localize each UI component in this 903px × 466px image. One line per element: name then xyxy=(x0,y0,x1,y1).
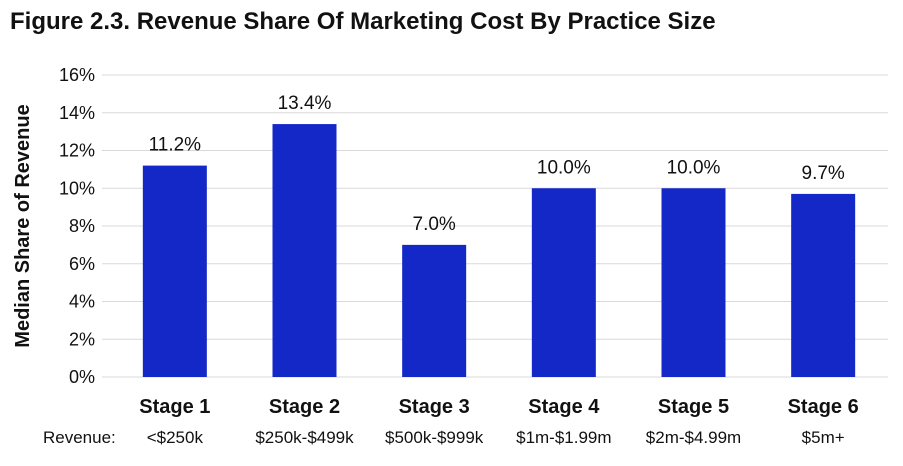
gridlines xyxy=(102,74,888,378)
data-label: 10.0% xyxy=(537,157,591,178)
bar xyxy=(272,124,337,377)
y-tick-label: 6% xyxy=(69,254,95,274)
chart-title: Figure 2.3. Revenue Share Of Marketing C… xyxy=(10,8,716,35)
y-tick-label: 14% xyxy=(59,103,95,123)
y-tick-label: 8% xyxy=(69,216,95,236)
y-axis-ticks: 0% 2% 4% 6% 8% 10% 12% 14% 16% xyxy=(59,65,95,387)
y-tick-label: 4% xyxy=(69,292,95,312)
category-label: Stage 1 xyxy=(139,396,210,418)
revenue-range-label: $5m+ xyxy=(802,428,845,447)
category-label: Stage 2 xyxy=(269,396,340,418)
bar xyxy=(142,165,207,377)
revenue-range-label: $1m-$1.99m xyxy=(516,428,611,447)
revenue-labels: <$250k $250k-$499k $500k-$999k $1m-$1.99m $2… xyxy=(147,428,845,447)
y-axis-label: Median Share of Revenue xyxy=(12,104,34,347)
category-label: Stage 6 xyxy=(788,396,859,418)
y-tick-label: 10% xyxy=(59,178,95,198)
data-label: 13.4% xyxy=(278,93,332,114)
y-tick-label: 16% xyxy=(59,65,95,85)
y-tick-label: 2% xyxy=(69,329,95,349)
data-label: 10.0% xyxy=(667,157,721,178)
revenue-range-label: $2m-$4.99m xyxy=(646,428,741,447)
category-label: Stage 4 xyxy=(528,396,600,418)
data-label: 7.0% xyxy=(413,214,456,235)
bar xyxy=(402,244,467,377)
category-label: Stage 5 xyxy=(658,396,729,418)
revenue-range-label: $500k-$999k xyxy=(385,428,484,447)
bar xyxy=(661,188,726,377)
data-label: 11.2% xyxy=(149,135,202,156)
bars xyxy=(142,124,856,377)
revenue-range-label: <$250k xyxy=(147,428,204,447)
data-label: 9.7% xyxy=(802,163,845,184)
category-label: Stage 3 xyxy=(399,396,470,418)
bar xyxy=(791,193,856,377)
category-labels: Stage 1 Stage 2 Stage 3 Stage 4 Stage 5 Stage… xyxy=(139,396,858,418)
y-tick-label: 0% xyxy=(69,367,95,387)
bar xyxy=(531,188,596,377)
revenue-range-label: $250k-$499k xyxy=(255,428,354,447)
y-tick-label: 12% xyxy=(59,141,95,161)
value-labels: 11.2% 13.4% 7.0% 10.0% 10.0% 9.7% xyxy=(149,93,845,235)
revenue-row-label: Revenue: xyxy=(43,428,116,447)
